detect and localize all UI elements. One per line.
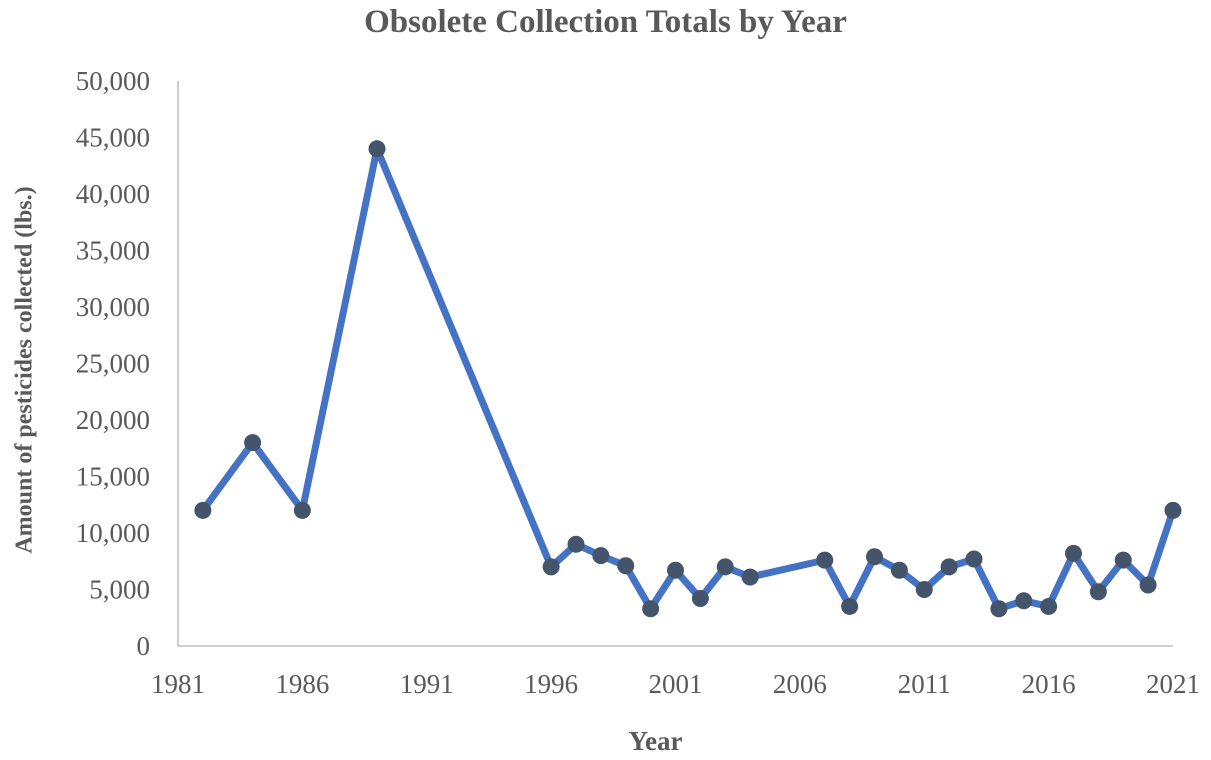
data-point [741, 568, 759, 586]
x-tick-label: 2016 [1022, 669, 1076, 699]
data-point [642, 600, 660, 618]
data-point [368, 140, 386, 158]
y-tick-label: 0 [137, 631, 151, 661]
y-tick-label: 25,000 [76, 349, 150, 379]
x-tick-label: 2006 [773, 669, 827, 699]
data-point [1114, 551, 1132, 569]
data-point [1139, 576, 1157, 594]
y-tick-label: 50,000 [76, 66, 150, 96]
data-point [667, 561, 684, 579]
data-point [1164, 501, 1182, 519]
x-tick-label: 1986 [275, 669, 329, 699]
y-tick-label: 10,000 [76, 518, 150, 548]
x-axis-label: Year [628, 726, 683, 756]
y-tick-label: 45,000 [76, 123, 150, 153]
data-point [542, 558, 560, 576]
data-point [915, 581, 933, 598]
data-point [617, 557, 635, 575]
x-tick-label: 1996 [524, 669, 578, 699]
x-tick-label: 1991 [400, 669, 454, 699]
data-point [244, 434, 262, 452]
data-point [1065, 544, 1082, 562]
data-point [691, 590, 709, 608]
data-point [194, 501, 212, 519]
x-tick-label: 2001 [649, 669, 703, 699]
data-point [592, 547, 610, 565]
data-point [1089, 583, 1107, 601]
data-point [293, 501, 311, 519]
y-tick-label: 40,000 [76, 179, 150, 209]
data-point [940, 558, 958, 576]
y-axis-label: Amount of pesticides collected (lbs.) [11, 186, 38, 554]
data-point [816, 551, 834, 569]
chart-title: Obsolete Collection Totals by Year [364, 4, 847, 40]
x-tick-label: 1981 [151, 669, 205, 699]
data-point [866, 548, 883, 566]
data-point [890, 561, 908, 579]
data-point [1015, 592, 1033, 610]
series-line [199, 145, 1177, 613]
y-tick-label: 15,000 [76, 462, 150, 492]
data-point [567, 535, 585, 553]
y-tick-label: 5,000 [89, 575, 150, 605]
x-tick-label: 2021 [1146, 669, 1200, 699]
data-point [1040, 597, 1058, 615]
data-point [716, 558, 734, 576]
y-tick-label: 20,000 [76, 405, 150, 435]
x-tick-label: 2011 [898, 669, 951, 699]
y-tick-label: 35,000 [76, 236, 150, 266]
data-point [990, 600, 1008, 618]
data-point [841, 597, 859, 615]
data-point [965, 550, 983, 568]
y-tick-label: 30,000 [76, 292, 150, 322]
